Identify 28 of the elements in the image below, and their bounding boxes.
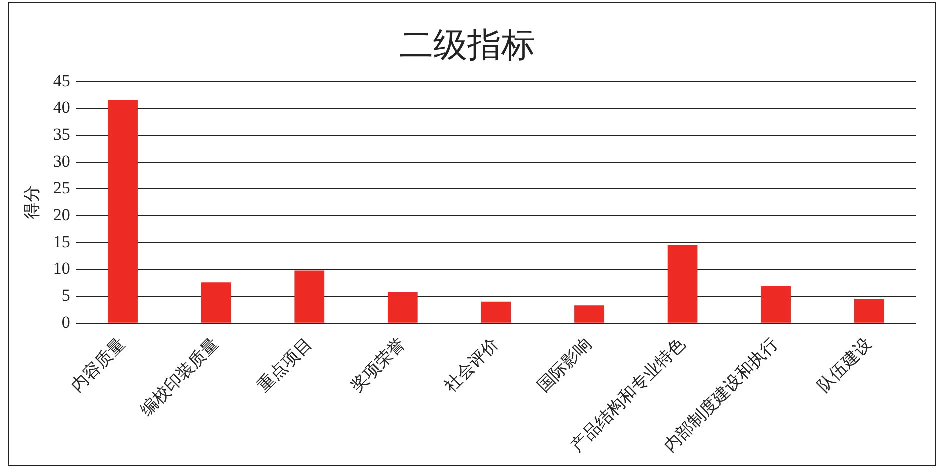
y-tick-label: 20 — [53, 205, 70, 224]
bar — [668, 246, 698, 323]
y-tick-label: 45 — [53, 71, 70, 90]
bar — [294, 270, 325, 323]
bar — [108, 100, 138, 323]
y-tick-label: 15 — [53, 232, 70, 252]
x-tick-label: 奖项荣誉 — [347, 334, 409, 396]
bar — [761, 286, 791, 323]
y-tick-label: 35 — [53, 124, 70, 144]
x-tick-label: 重点项目 — [254, 334, 316, 396]
bar — [388, 292, 418, 323]
y-tick-label: 10 — [53, 259, 70, 278]
x-tick-label: 内容质量 — [68, 334, 130, 396]
bar — [574, 306, 604, 323]
x-tick-label: 国际影响 — [534, 334, 596, 396]
y-tick-label: 0 — [62, 312, 70, 332]
y-tick-label: 30 — [53, 152, 70, 171]
chart-title: 二级指标 — [400, 27, 536, 64]
bar — [854, 299, 884, 323]
y-tick-label: 25 — [53, 178, 70, 198]
y-axis-title: 得分 — [22, 186, 42, 220]
x-tick-label: 队伍建设 — [814, 334, 876, 396]
bar — [481, 302, 512, 323]
y-tick-label: 40 — [53, 98, 70, 118]
x-tick-label: 社会评价 — [440, 334, 502, 396]
bar — [201, 282, 232, 323]
y-tick-label: 5 — [62, 286, 70, 306]
x-tick-label: 编校印装质量 — [136, 334, 222, 420]
